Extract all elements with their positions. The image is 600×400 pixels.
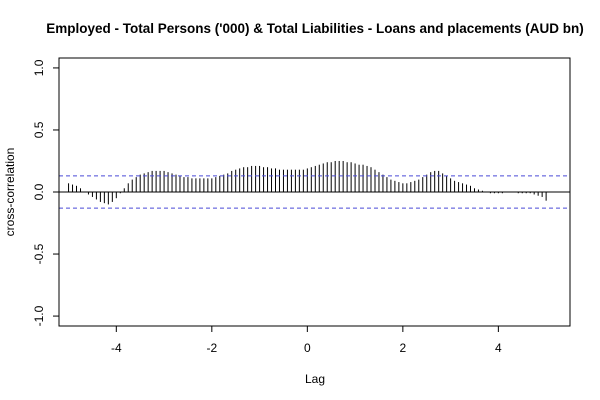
x-tick-label: 4 xyxy=(495,341,502,355)
x-tick-label: -2 xyxy=(206,341,217,355)
y-tick-label: 1.0 xyxy=(32,59,46,76)
y-tick-label: -1.0 xyxy=(32,305,46,326)
y-tick-label: -0.5 xyxy=(32,243,46,264)
x-tick-label: 0 xyxy=(304,341,311,355)
y-tick-label: 0.0 xyxy=(32,183,46,200)
y-axis: -1.0 -0.5 0.0 0.5 1.0 xyxy=(32,59,60,326)
x-tick-label: 2 xyxy=(400,341,407,355)
x-axis-label: Lag xyxy=(305,372,325,386)
x-tick-label: -4 xyxy=(111,341,122,355)
bars-group xyxy=(68,160,547,205)
y-tick-label: 0.5 xyxy=(32,121,46,138)
x-axis: -4 -2 0 2 4 xyxy=(111,325,502,355)
y-axis-label: cross-correlation xyxy=(3,148,17,237)
chart-title: Employed - Total Persons ('000) & Total … xyxy=(46,21,584,36)
